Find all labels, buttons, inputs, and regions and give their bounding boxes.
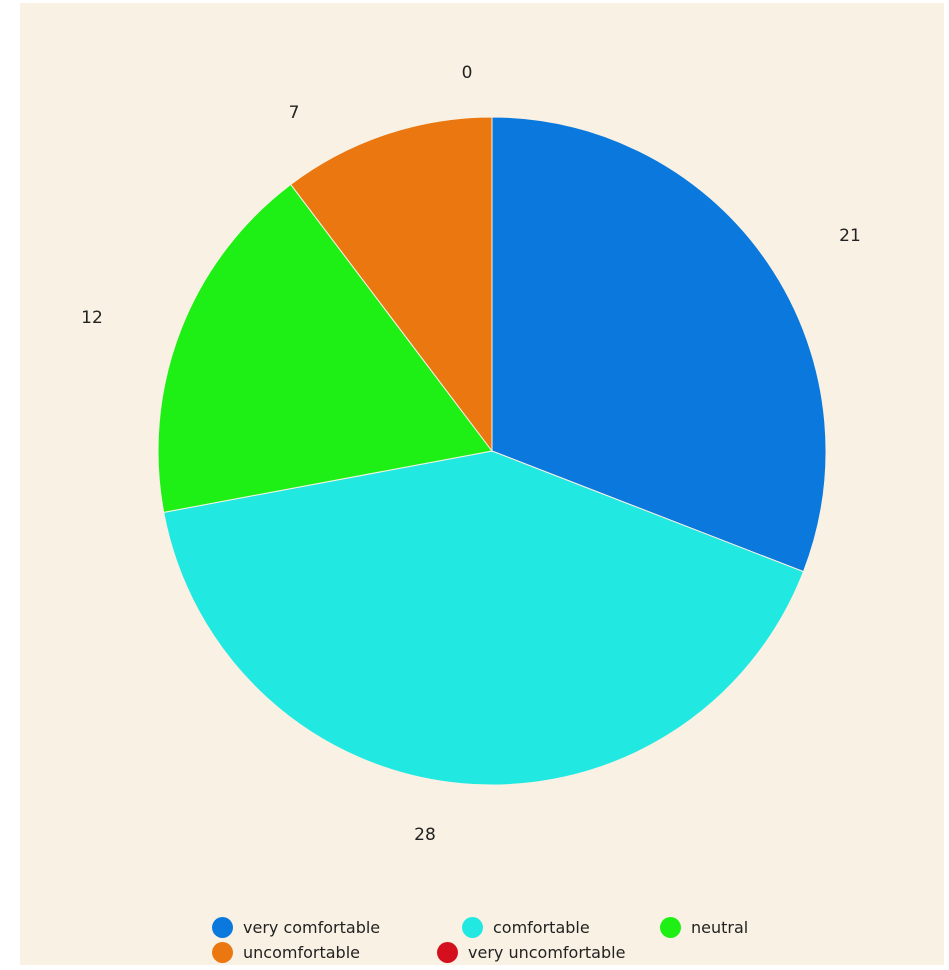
legend-item-comfortable[interactable]: comfortable <box>462 917 660 938</box>
legend-item-very-uncomfortable[interactable]: very uncomfortable <box>437 942 625 963</box>
legend-label: very uncomfortable <box>468 943 626 962</box>
data-label-uncomfortable: 7 <box>289 103 300 123</box>
pie-slice-very-comfortable[interactable] <box>491 116 827 573</box>
legend-item-neutral[interactable]: neutral <box>660 917 748 938</box>
legend-item-very-comfortable[interactable]: very comfortable <box>212 917 462 938</box>
chart-panel: 21 28 12 7 0 very comfortable comfortable ne… <box>20 3 944 965</box>
legend-label: comfortable <box>493 918 590 937</box>
legend-label: very comfortable <box>243 918 381 937</box>
legend-marker <box>462 917 483 938</box>
pie-chart: 21 28 12 7 0 <box>81 63 861 845</box>
legend: very comfortable comfortable neutral unc… <box>212 915 812 965</box>
legend-row: very comfortable comfortable neutral <box>212 915 812 940</box>
legend-label: uncomfortable <box>243 943 360 962</box>
legend-marker <box>437 942 458 963</box>
data-label-very-comfortable: 21 <box>839 226 861 246</box>
legend-item-uncomfortable[interactable]: uncomfortable <box>212 942 437 963</box>
pie-slice-uncomfortable[interactable] <box>290 116 493 453</box>
data-label-very-uncomfortable: 0 <box>462 63 473 83</box>
pie-slice-comfortable[interactable] <box>163 450 805 786</box>
pie-slice-neutral[interactable] <box>157 183 493 513</box>
pie-slices <box>157 116 827 786</box>
data-labels: 21 28 12 7 0 <box>81 63 861 845</box>
legend-marker <box>212 942 233 963</box>
legend-marker <box>212 917 233 938</box>
legend-label: neutral <box>691 918 749 937</box>
data-label-neutral: 12 <box>81 308 103 328</box>
legend-row: uncomfortable very uncomfortable <box>212 940 812 965</box>
data-label-comfortable: 28 <box>414 825 436 845</box>
legend-marker <box>660 917 681 938</box>
